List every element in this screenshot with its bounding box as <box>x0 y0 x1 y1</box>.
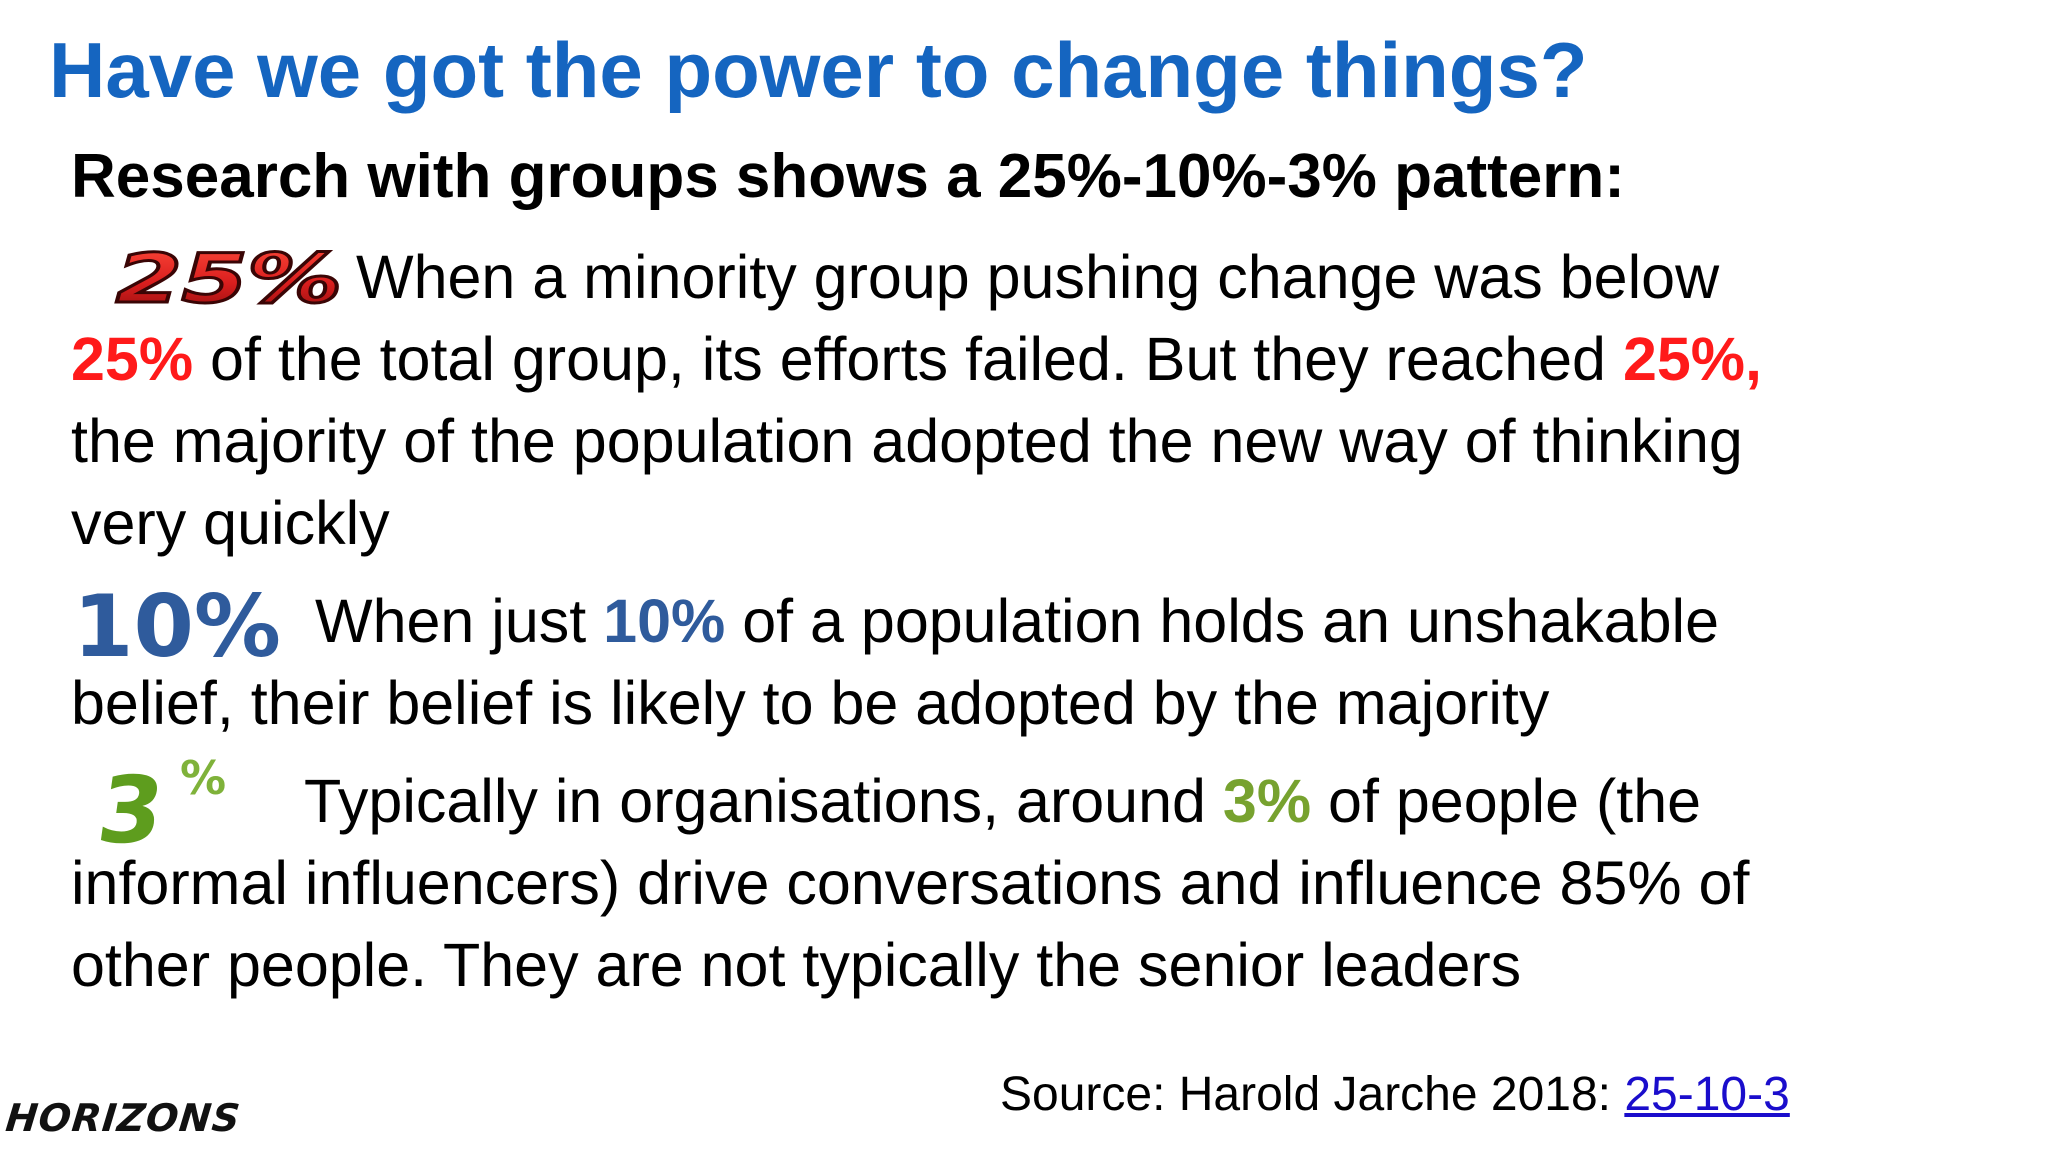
slide-body: 25% When a minority group pushing change… <box>71 236 2031 1006</box>
source-citation: Source: Harold Jarche 2018: 25-10-3 <box>1000 1065 1790 1125</box>
paragraph-25-percent: 25% When a minority group pushing change… <box>71 236 2031 564</box>
highlight-3-percent: 3% <box>1222 767 1312 835</box>
para1-line3: the majority of the population adopted t… <box>71 407 1743 475</box>
paragraph-10-percent: 10% When just 10% of a population holds … <box>71 577 2031 744</box>
badge-10-text: 10% <box>73 577 281 677</box>
para1-line2: of the total group, its efforts failed. … <box>193 325 1623 393</box>
paragraph-line: 25% of the total group, its efforts fail… <box>71 318 2031 400</box>
badge-10-percent-icon: 10% <box>71 577 283 677</box>
para2-line2: belief, their belief is likely to be ado… <box>71 669 1550 737</box>
para3-line2: informal influencers) drive conversation… <box>71 849 1750 917</box>
horizons-logo: HORIZONS <box>3 1096 243 1140</box>
highlight-25-percent: 25% <box>71 325 194 393</box>
slide-subtitle: Research with groups shows a 25%-10%-3% … <box>71 142 1625 211</box>
source-label: Source: Harold Jarche 2018: <box>1000 1068 1625 1121</box>
badge-3-digit: 3 <box>91 756 170 863</box>
badge-25-text: 25% <box>116 240 342 319</box>
para3-line1-pre: Typically in organisations, around <box>304 767 1223 835</box>
para3-line1-post: of people (the <box>1311 767 1702 835</box>
highlight-25-percent-2: 25%, <box>1622 325 1762 393</box>
para1-line4: very quickly <box>71 489 390 557</box>
para3-line3: other people. They are not typically the… <box>71 931 1522 999</box>
paragraph-3-percent: 3 % Typically in organisations, around 3… <box>71 751 2031 1006</box>
badge-3-percent-sign: % <box>180 751 226 805</box>
para2-line1-post: of a population holds an unshakable <box>725 587 1719 655</box>
slide-title: Have we got the power to change things? <box>49 26 1588 114</box>
para1-line1: When a minority group pushing change was… <box>356 243 1720 311</box>
badge-3-percent-icon: 3 % <box>91 751 304 864</box>
paragraph-line: 3 % Typically in organisations, around 3… <box>71 751 2031 864</box>
para2-line1-pre: When just <box>315 587 604 655</box>
source-link[interactable]: 25-10-3 <box>1624 1068 1790 1121</box>
highlight-10-percent: 10% <box>603 587 726 655</box>
badge-25-percent-icon: 25% <box>112 236 348 321</box>
paragraph-line: 10% When just 10% of a population holds … <box>71 577 2031 677</box>
paragraph-line: 25% When a minority group pushing change… <box>71 236 2031 321</box>
